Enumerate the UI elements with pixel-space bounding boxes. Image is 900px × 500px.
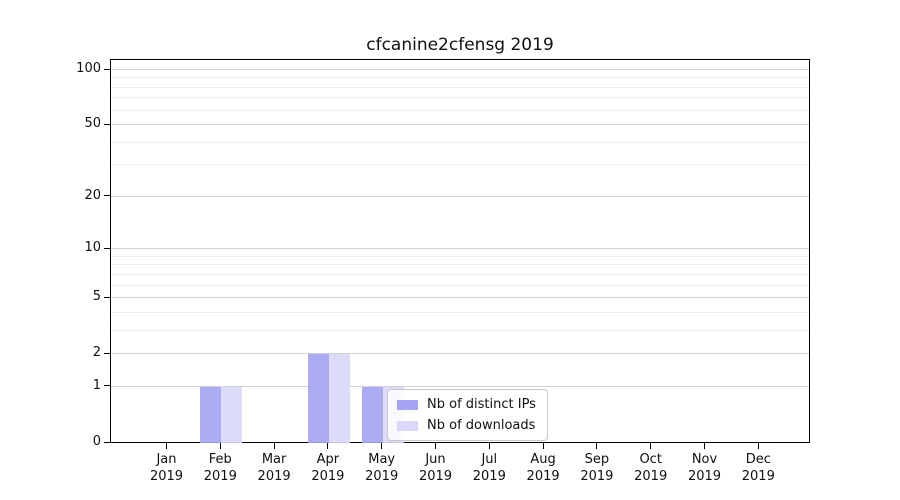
x-tick-mark [381,443,383,449]
y-gridline-minor [111,264,809,266]
x-tick-month: Mar [261,452,287,467]
x-tick-label: Oct 2019 [619,451,683,485]
legend-item-downloads: Nb of downloads [397,418,536,433]
y-gridline-minor [111,284,809,286]
x-tick-mark [273,443,275,449]
y-tick-label: 10 [84,240,101,256]
x-tick-mark [704,443,705,449]
y-gridline-minor [111,97,809,99]
y-gridline-minor [111,77,809,79]
x-tick-year: 2019 [472,469,506,484]
x-tick-year: 2019 [526,469,560,484]
x-tick-year: 2019 [634,469,668,484]
legend-item-distinct-ips: Nb of distinct IPs [397,397,536,412]
y-tick-mark [104,352,110,354]
y-tick-label: 50 [84,116,101,132]
x-tick-month: Nov [691,452,718,467]
x-tick-mark [757,443,759,449]
x-tick-label: Nov 2019 [673,451,737,485]
x-tick-mark [650,443,652,449]
y-tick-label: 1 [92,377,101,393]
legend-label-distinct-ips: Nb of distinct IPs [427,397,536,412]
x-tick-label: Jan 2019 [135,451,199,485]
bar-downloads [328,354,350,443]
x-tick-year: 2019 [418,469,453,484]
legend: Nb of distinct IPs Nb of downloads [387,389,548,441]
y-tick-label: 20 [84,187,101,203]
x-tick-mark [219,443,221,449]
bar-distinct-ips [200,386,222,443]
y-tick-mark [104,441,110,443]
y-gridline-minor [111,255,809,257]
y-tick-label: 100 [76,61,101,76]
x-tick-mark [166,443,167,449]
x-tick-year: 2019 [580,469,614,484]
x-tick-mark [542,443,544,449]
x-tick-year: 2019 [311,469,345,484]
y-tick-mark [104,195,110,197]
x-tick-month: May [368,452,396,467]
y-gridline-major [111,297,809,299]
legend-label-downloads: Nb of downloads [427,418,536,433]
bar-distinct-ips [361,386,383,443]
x-tick-label: Jun 2019 [404,451,468,485]
x-tick-year: 2019 [365,469,399,484]
y-tick-label: 2 [92,345,101,361]
legend-swatch-downloads [397,420,418,431]
x-tick-label: Apr 2019 [296,451,360,485]
x-tick-label: Sep 2019 [565,451,629,485]
y-tick-label: 0 [92,434,101,449]
y-tick-mark [104,296,110,298]
x-tick-year: 2019 [203,469,237,484]
y-gridline-major [111,353,809,355]
x-tick-year: 2019 [687,469,722,484]
y-gridline-major [111,248,809,250]
x-tick-label: May 2019 [350,451,414,485]
chart-title: cfcanine2cfensg 2019 [366,35,554,55]
x-tick-mark [327,443,329,449]
y-gridline-major [111,124,809,126]
x-tick-year: 2019 [741,469,775,484]
y-tick-mark [104,247,110,249]
y-gridline-minor [111,86,809,88]
x-tick-mark [596,443,598,449]
x-tick-month: Feb [208,452,232,467]
y-tick-label: 5 [92,289,101,305]
x-tick-year: 2019 [149,469,184,484]
x-tick-mark [435,443,436,449]
y-tick-mark [104,123,110,125]
y-gridline-major [111,385,809,387]
y-gridline-minor [111,164,809,166]
x-tick-mark [488,443,490,449]
x-tick-month: Aug [530,452,556,467]
y-gridline-minor [111,141,809,143]
x-tick-label: Jul 2019 [457,451,521,485]
x-tick-month: Dec [745,452,771,467]
x-tick-label: Dec 2019 [726,451,790,485]
x-tick-month: Sep [584,452,610,467]
x-tick-month: Jan [156,452,177,467]
y-gridline-minor [111,273,809,275]
y-gridline-major [111,69,809,70]
y-gridline-minor [111,329,809,331]
x-tick-label: Aug 2019 [511,451,575,485]
y-tick-mark [104,385,110,387]
x-tick-label: Feb 2019 [188,451,252,485]
x-tick-month: Jun [425,452,446,467]
bar-downloads [221,386,243,443]
legend-swatch-distinct-ips [397,399,418,410]
bar-distinct-ips [307,354,329,443]
y-tick-mark [104,68,110,70]
x-tick-month: Jul [481,452,498,467]
x-tick-month: Apr [316,452,340,467]
y-gridline-major [111,195,809,197]
x-tick-month: Oct [639,452,662,467]
y-gridline-minor [111,311,809,313]
x-tick-label: Mar 2019 [242,451,306,485]
plot-area: Nb of distinct IPs Nb of downloads [110,59,810,443]
x-tick-year: 2019 [257,469,291,484]
y-gridline-minor [111,109,809,111]
